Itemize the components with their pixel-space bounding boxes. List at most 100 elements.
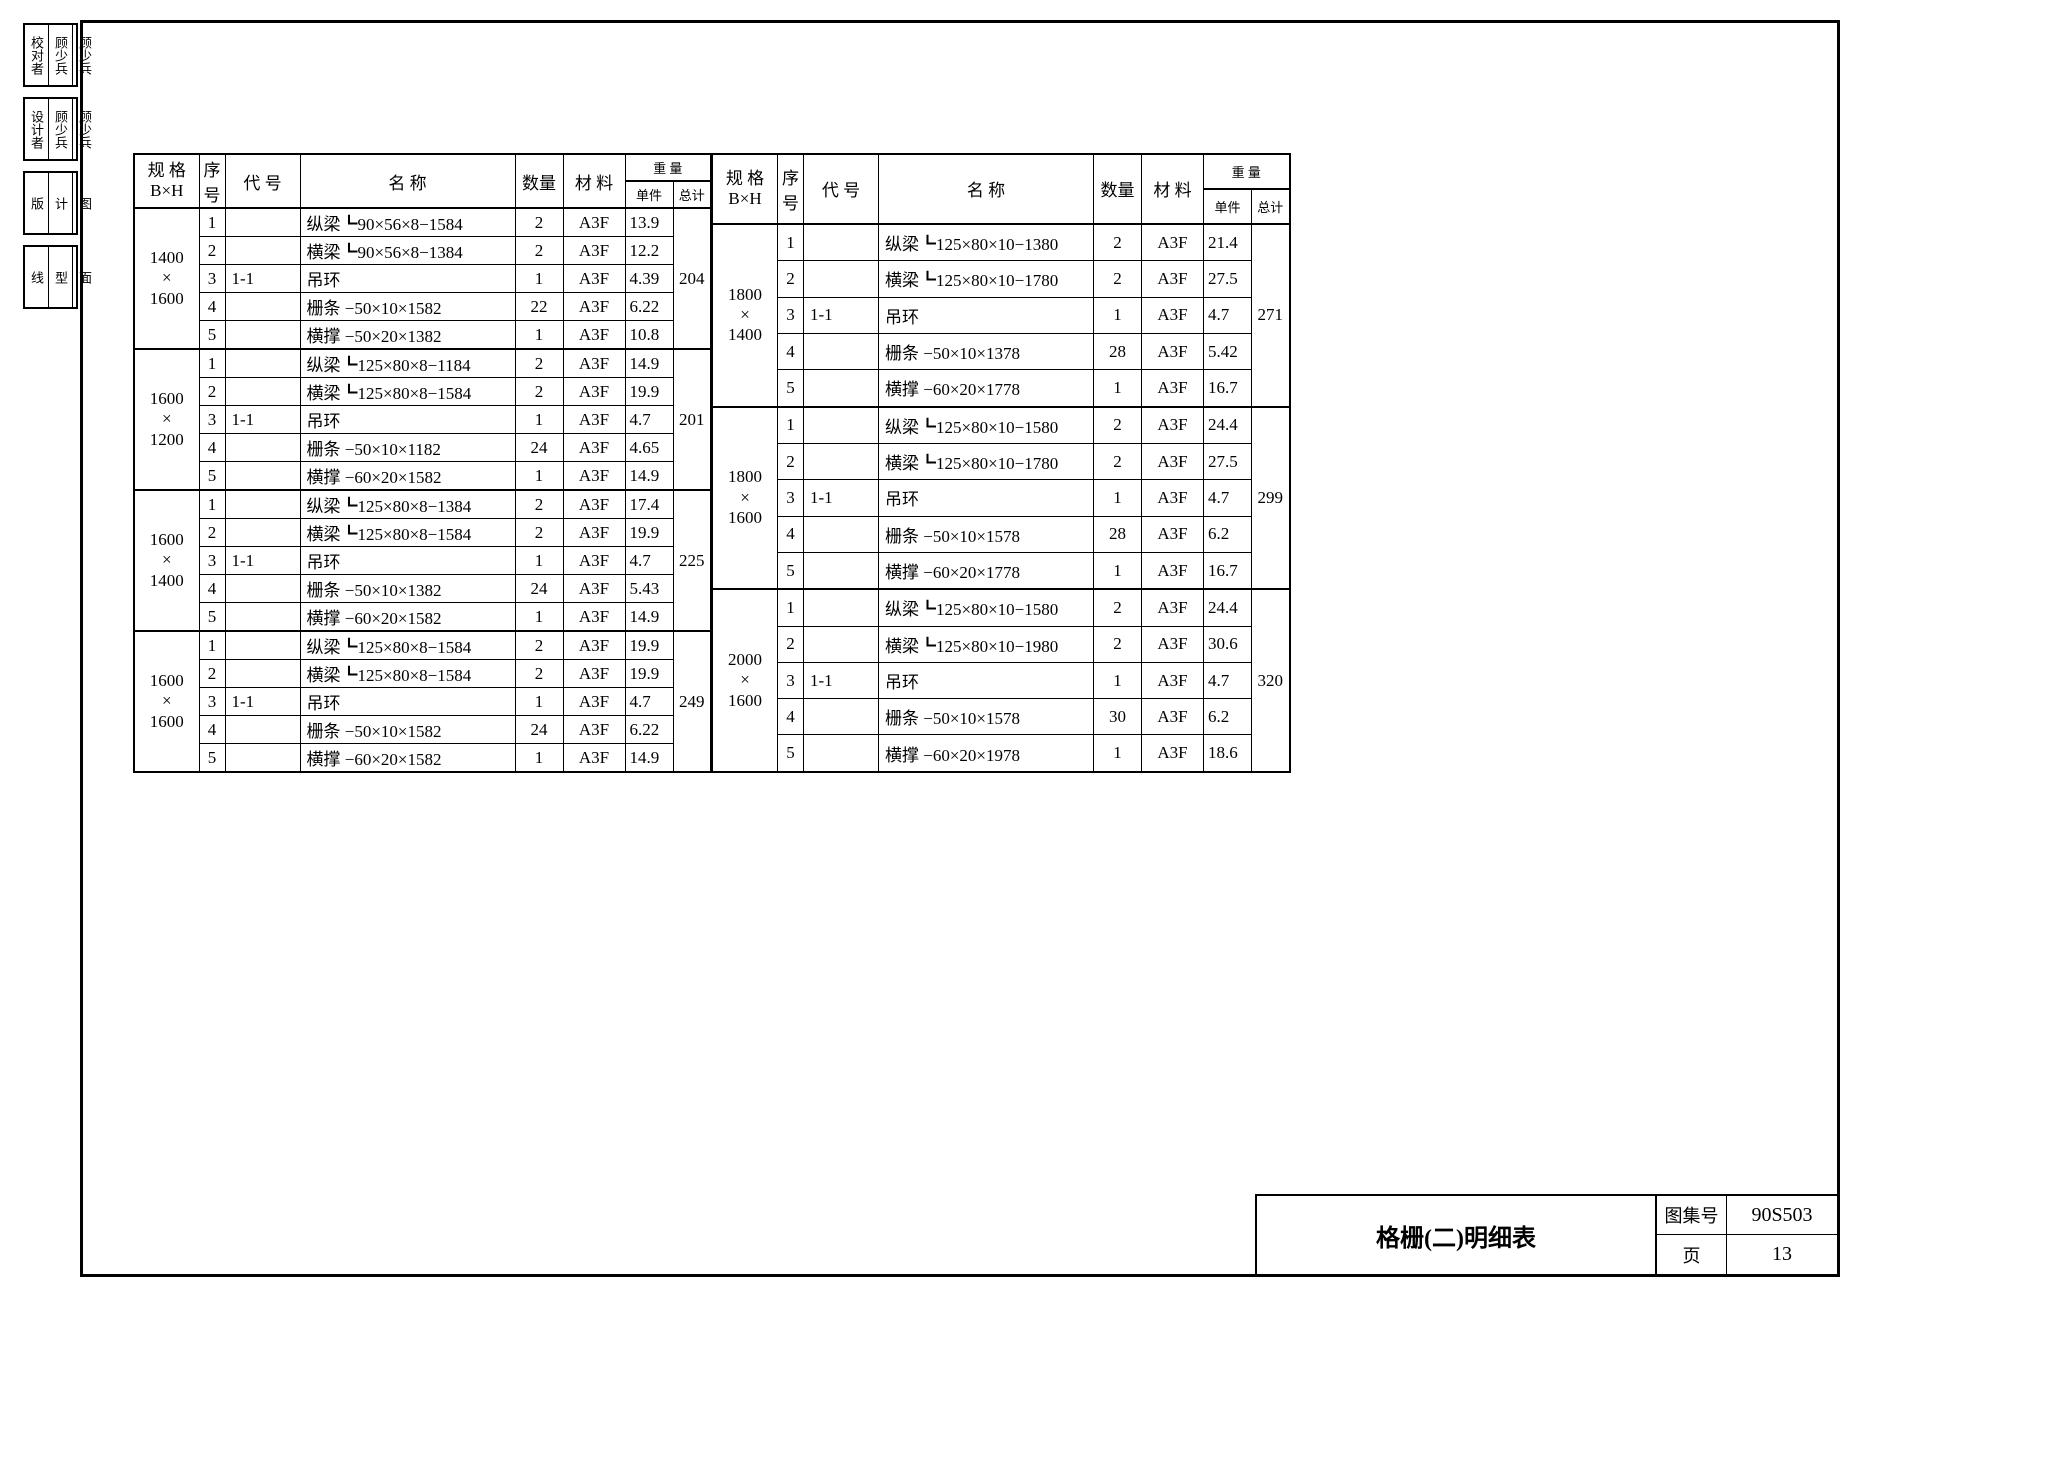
material-cell: A3F [1142,589,1204,626]
unit-weight-cell: 6.2 [1204,516,1252,552]
table-row: 5横撑 −60×20×17781A3F16.7 [713,370,1290,407]
stamp-cell: 图 [73,173,96,233]
code-cell [225,293,300,321]
stamp-cell: 顾少兵 [73,99,96,159]
qty-cell: 28 [1094,333,1142,369]
material-cell: A3F [563,434,625,462]
name-cell: 吊环 [879,480,1094,516]
drawing-title: 格栅(二)明细表 [1257,1196,1657,1274]
material-cell: A3F [1142,333,1204,369]
table-row: 2横梁┗125×80×10−17802A3F27.5 [713,261,1290,297]
seq-cell: 3 [199,406,225,434]
name-cell: 纵梁┗125×80×10−1580 [879,407,1094,444]
seq-cell: 2 [199,237,225,265]
table-row: 2横梁┗125×80×8−15842A3F19.9 [134,378,711,406]
header-unit: 单件 [1204,189,1252,224]
seq-cell: 4 [778,699,804,735]
qty-cell: 1 [1094,370,1142,407]
header-name: 名 称 [300,154,515,208]
spec-cell: 1800×1600 [713,407,778,590]
material-cell: A3F [563,744,625,773]
header-material: 材 料 [1142,154,1204,224]
seq-cell: 1 [199,208,225,237]
unit-weight-cell: 4.7 [1204,480,1252,516]
header-total: 总计 [673,181,711,208]
side-stamps: 校对者 顾少兵 顾少兵 设计者 顾少兵 顾少兵 版 计 图 线 型 面 [23,23,78,319]
total-weight-cell: 320 [1252,589,1290,772]
name-cell: 横撑 −60×20×1582 [300,744,515,773]
title-block: 格栅(二)明细表 图集号 90S503 页 13 [1255,1194,1837,1274]
code-cell [225,631,300,660]
unit-weight-cell: 4.65 [625,434,673,462]
material-cell: A3F [1142,662,1204,698]
table-row: 2000×16001纵梁┗125×80×10−15802A3F24.4320 [713,589,1290,626]
tables-container: 规 格B×H 序号 代 号 名 称 数量 材 料 重 量 单件 总计 1400×… [133,153,1291,773]
table-row: 4栅条 −50×10×157830A3F6.2 [713,699,1290,735]
qty-cell: 1 [1094,735,1142,772]
seq-cell: 3 [778,662,804,698]
seq-cell: 1 [778,224,804,261]
qty-cell: 1 [515,321,563,350]
unit-weight-cell: 4.7 [1204,297,1252,333]
material-cell: A3F [563,575,625,603]
name-cell: 横梁┗125×80×10−1980 [879,626,1094,662]
unit-weight-cell: 10.8 [625,321,673,350]
name-cell: 吊环 [300,406,515,434]
name-cell: 吊环 [300,688,515,716]
material-cell: A3F [1142,735,1204,772]
unit-weight-cell: 19.9 [625,519,673,547]
stamp-cell: 计 [49,173,73,233]
qty-cell: 24 [515,575,563,603]
code-cell [804,699,879,735]
table-row: 2横梁┗125×80×8−15842A3F19.9 [134,660,711,688]
unit-weight-cell: 4.7 [1204,662,1252,698]
table-row: 31-1吊环1A3F4.7 [713,480,1290,516]
qty-cell: 1 [515,688,563,716]
table-row: 2横梁┗90×56×8−13842A3F12.2 [134,237,711,265]
code-cell [804,589,879,626]
spec-cell: 1400×1600 [134,208,199,349]
name-cell: 横梁┗90×56×8−1384 [300,237,515,265]
code-cell [225,660,300,688]
qty-cell: 1 [515,265,563,293]
name-cell: 吊环 [879,297,1094,333]
qty-cell: 2 [1094,224,1142,261]
material-cell: A3F [563,603,625,632]
header-material: 材 料 [563,154,625,208]
unit-weight-cell: 24.4 [1204,589,1252,626]
total-weight-cell: 225 [673,490,711,631]
seq-cell: 2 [199,519,225,547]
unit-weight-cell: 18.6 [1204,735,1252,772]
code-cell [225,519,300,547]
table-header-row: 规 格B×H 序号 代 号 名 称 数量 材 料 重 量 [713,154,1290,189]
right-table: 规 格B×H 序号 代 号 名 称 数量 材 料 重 量 单件 总计 1800×… [712,153,1291,773]
qty-cell: 1 [1094,552,1142,589]
unit-weight-cell: 21.4 [1204,224,1252,261]
seq-cell: 4 [199,293,225,321]
unit-weight-cell: 5.42 [1204,333,1252,369]
set-label: 图集号 [1657,1196,1727,1234]
name-cell: 横撑 −50×20×1382 [300,321,515,350]
qty-cell: 2 [515,378,563,406]
table-row: 1600×14001纵梁┗125×80×8−13842A3F17.4225 [134,490,711,519]
qty-cell: 2 [1094,407,1142,444]
table-row: 4栅条 −50×10×158222A3F6.22 [134,293,711,321]
page-value: 13 [1727,1235,1837,1274]
qty-cell: 24 [515,716,563,744]
unit-weight-cell: 24.4 [1204,407,1252,444]
table-row: 1400×16001纵梁┗90×56×8−15842A3F13.9204 [134,208,711,237]
unit-weight-cell: 14.9 [625,462,673,491]
name-cell: 横梁┗125×80×8−1584 [300,660,515,688]
name-cell: 栅条 −50×10×1582 [300,716,515,744]
seq-cell: 2 [778,444,804,480]
total-weight-cell: 204 [673,208,711,349]
material-cell: A3F [1142,224,1204,261]
code-cell [804,261,879,297]
unit-weight-cell: 27.5 [1204,261,1252,297]
unit-weight-cell: 12.2 [625,237,673,265]
table-row: 4栅条 −50×10×137828A3F5.42 [713,333,1290,369]
unit-weight-cell: 4.39 [625,265,673,293]
table-row: 4栅条 −50×10×118224A3F4.65 [134,434,711,462]
qty-cell: 2 [515,660,563,688]
qty-cell: 1 [515,547,563,575]
